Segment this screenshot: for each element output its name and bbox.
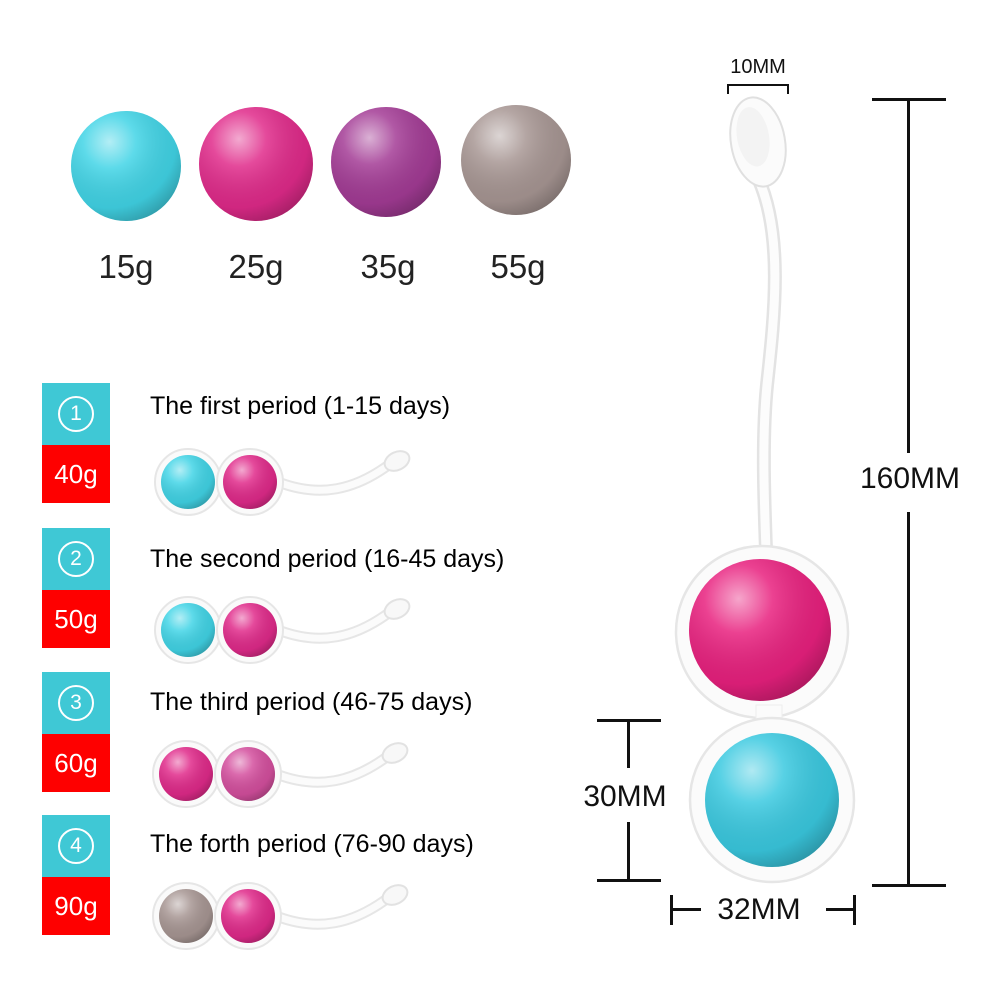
measure-cap-right xyxy=(853,895,856,925)
measure-line-30mm xyxy=(627,822,630,879)
period-3-weight: 60g xyxy=(54,747,98,778)
period-2-label: The second period (16-45 days) xyxy=(150,545,505,573)
sample-weight-label: 25g xyxy=(228,248,284,285)
sample-weight-label: 35g xyxy=(360,248,416,285)
sample-weight-label: 55g xyxy=(490,248,546,285)
sample-ball-35g xyxy=(331,107,441,217)
measure-cap-left xyxy=(670,895,673,925)
period-4-weight: 90g xyxy=(54,890,98,921)
measurement-handle-width: 10MM xyxy=(730,56,786,78)
measure-cap-top xyxy=(872,98,946,101)
period-3-weight-badge: 60g xyxy=(42,734,110,792)
measurement-total-length: 160MM xyxy=(859,462,961,495)
period-3-number: 3 xyxy=(58,685,94,721)
period-1-number-badge: 1 xyxy=(42,383,110,445)
period-2-weight-badge: 50g xyxy=(42,590,110,648)
period-4-number-badge: 4 xyxy=(42,815,110,877)
measure-line-30mm xyxy=(627,722,630,768)
period-1-weight: 40g xyxy=(54,458,98,489)
measurement-ball-width: 32MM xyxy=(717,893,801,926)
sample-ball-25g xyxy=(199,107,313,221)
period-2-number: 2 xyxy=(58,541,94,577)
period-1-number: 1 xyxy=(58,396,94,432)
period-1-product-thumb xyxy=(154,448,411,516)
measure-cap-top xyxy=(597,719,661,722)
period-3-product-thumb xyxy=(152,740,409,808)
measure-cap-bottom xyxy=(872,884,946,887)
product-render xyxy=(674,96,856,884)
period-2-number-badge: 2 xyxy=(42,528,110,590)
measure-line-32mm xyxy=(673,908,701,911)
sample-ball-15g xyxy=(71,111,181,221)
measure-cap-bottom xyxy=(597,879,661,882)
period-3-label: The third period (46-75 days) xyxy=(150,688,473,716)
period-1-weight-badge: 40g xyxy=(42,445,110,503)
period-3-number-badge: 3 xyxy=(42,672,110,734)
period-2-product-thumb xyxy=(154,596,411,664)
measure-line-10mm xyxy=(727,84,789,86)
period-4-number: 4 xyxy=(58,828,94,864)
measure-tick xyxy=(727,84,729,94)
measure-line-32mm xyxy=(826,908,854,911)
period-1-label: The first period (1-15 days) xyxy=(150,392,451,420)
sample-weight-label: 15g xyxy=(98,248,154,285)
period-4-label: The forth period (76-90 days) xyxy=(150,830,474,858)
measure-line-160mm xyxy=(907,101,910,453)
measure-tick xyxy=(787,84,789,94)
measure-line-160mm xyxy=(907,512,910,884)
measurement-ball-height: 30MM xyxy=(583,780,667,813)
period-2-weight: 50g xyxy=(54,603,98,634)
period-4-weight-badge: 90g xyxy=(42,877,110,935)
handle-spoon xyxy=(729,96,787,188)
sample-ball-55g xyxy=(461,105,571,215)
period-4-product-thumb xyxy=(152,882,409,950)
